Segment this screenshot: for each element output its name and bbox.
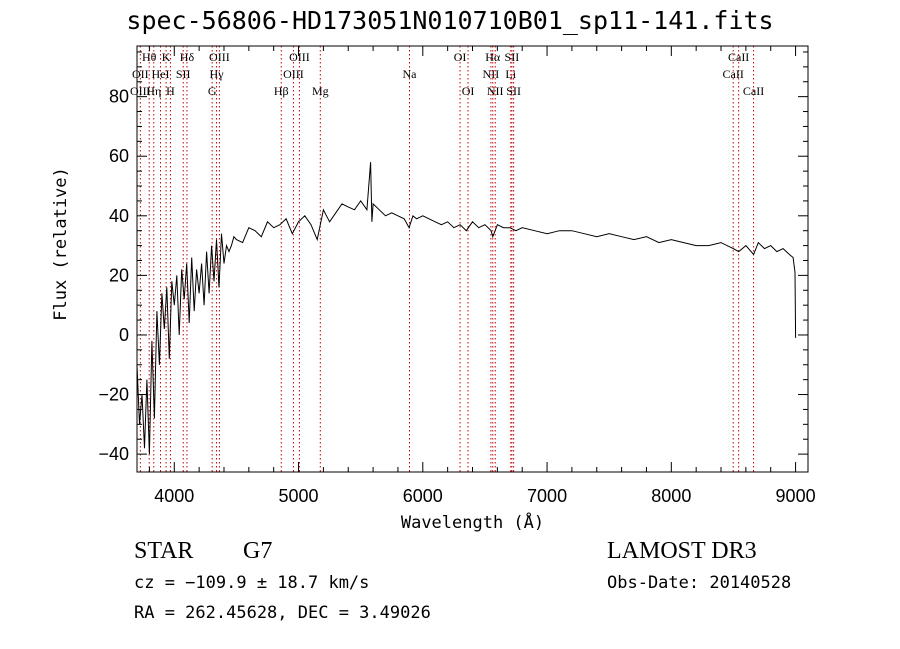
x-tick-label: 4000 — [154, 486, 194, 506]
object-class: STAR — [134, 538, 194, 564]
line-label: Hη — [146, 84, 161, 98]
line-label: OIII — [209, 50, 230, 64]
line-label: K — [162, 50, 171, 64]
y-tick-label: −40 — [98, 444, 129, 464]
y-axis-ticks: −40 −20 0 20 40 60 80 — [98, 51, 808, 464]
line-label: NII — [487, 84, 504, 98]
survey-name: LAMOST DR3 — [607, 538, 757, 564]
observation-date: Obs-Date: 20140528 — [607, 573, 792, 593]
y-axis-label: Flux (relative) — [51, 167, 71, 321]
line-label: H — [166, 84, 175, 98]
y-tick-label: 80 — [109, 87, 129, 107]
x-axis-label: Wavelength (Å) — [401, 511, 544, 533]
x-tick-label: 6000 — [403, 486, 443, 506]
line-label: Hβ — [274, 84, 289, 98]
spectral-subclass: G7 — [243, 538, 273, 564]
chart-title: spec-56806-HD173051N010710B01_sp11-141.f… — [126, 6, 774, 35]
line-label: OI — [454, 50, 467, 64]
line-label: Mg — [312, 84, 329, 98]
line-label: SII — [505, 50, 520, 64]
line-label: OIII — [130, 84, 151, 98]
line-label: Hδ — [180, 50, 195, 64]
x-tick-label: 5000 — [279, 486, 319, 506]
plot-frame — [136, 45, 809, 473]
line-label: OIII — [283, 67, 304, 81]
line-label: Hα — [485, 50, 501, 64]
x-tick-label: 9000 — [776, 486, 816, 506]
line-label: Li — [505, 67, 516, 81]
line-label: OIII — [289, 50, 310, 64]
sky-coordinates: RA = 262.45628, DEC = 3.49026 — [134, 603, 431, 623]
y-tick-label: 40 — [109, 206, 129, 226]
line-label: HeI — [151, 67, 169, 81]
line-label: CaII — [728, 50, 749, 64]
line-label: OI — [462, 84, 475, 98]
line-label: OII — [132, 67, 149, 81]
y-tick-label: 0 — [119, 325, 129, 345]
spectrum-series-line — [136, 162, 797, 455]
x-axis-ticks: 4000 5000 6000 7000 8000 9000 — [148, 46, 816, 506]
x-tick-label: 7000 — [527, 486, 567, 506]
line-label: NII — [483, 67, 500, 81]
redshift-velocity: cz = −109.9 ± 18.7 km/s — [134, 573, 370, 593]
line-label: CaII — [743, 84, 764, 98]
line-label: G — [208, 84, 217, 98]
y-tick-label: 60 — [109, 146, 129, 166]
line-label: CaII — [723, 67, 744, 81]
emission-line-markers — [139, 46, 755, 472]
y-tick-label: −20 — [98, 385, 129, 405]
line-label: SII — [506, 84, 521, 98]
line-label: Hγ — [210, 67, 225, 81]
y-tick-label: 20 — [109, 265, 129, 285]
line-label: Na — [403, 67, 418, 81]
line-label: SII — [176, 67, 191, 81]
line-label: Hθ — [142, 50, 157, 64]
x-tick-label: 8000 — [651, 486, 691, 506]
